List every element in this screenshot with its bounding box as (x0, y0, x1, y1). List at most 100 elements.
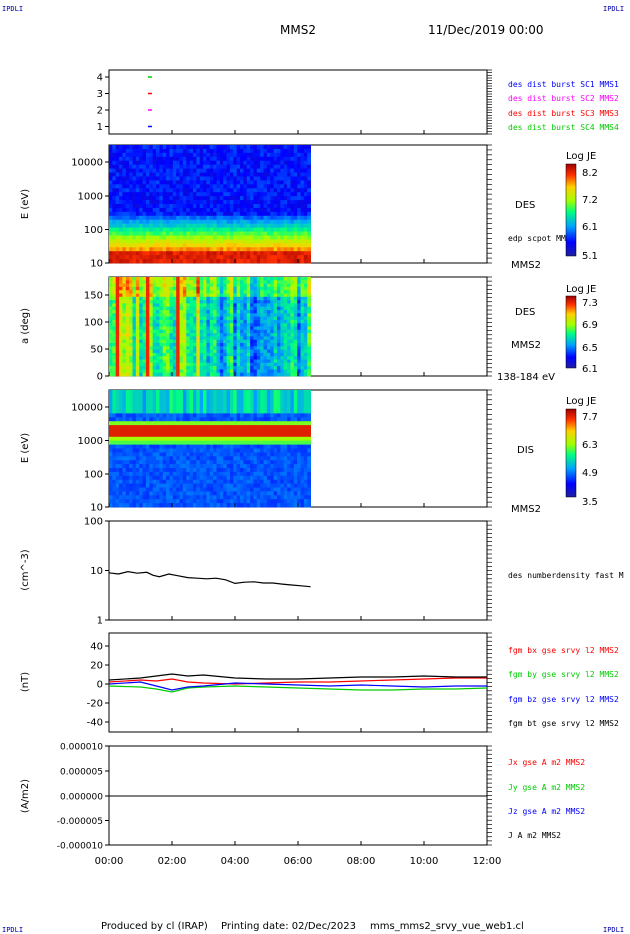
spectrogram-cell (186, 421, 191, 426)
spectrogram-cell (176, 192, 180, 197)
spectrogram-cell (280, 306, 285, 311)
spectrogram-cell (233, 495, 238, 500)
spectrogram-cell (233, 184, 238, 189)
spectrogram-cell (273, 300, 278, 304)
spectrogram-cell (182, 362, 187, 367)
spectrogram-cell (266, 326, 271, 331)
spectrogram-cell (166, 503, 170, 508)
spectrogram-cell (253, 440, 258, 445)
spectrogram-cell (169, 300, 174, 304)
spectrogram-cell (270, 336, 275, 341)
spectrogram-cell (297, 148, 301, 154)
spectrogram-cell (156, 444, 160, 449)
spectrogram-cell (266, 346, 271, 350)
spectrogram-cell (122, 231, 127, 236)
spectrogram-cell (109, 369, 113, 374)
spectrogram-cell (135, 346, 140, 350)
spectrogram-cell (186, 475, 191, 481)
spectrogram-cell (125, 468, 130, 473)
spectrogram-cell (172, 362, 177, 367)
spectrogram-cell (129, 349, 133, 354)
spectrogram-cell (236, 255, 241, 260)
spectrogram-cell (109, 188, 113, 193)
spectrogram-cell (129, 259, 133, 264)
spectrogram-cell (109, 436, 113, 442)
spectrogram-cell (226, 425, 231, 430)
spectrogram-cell (209, 239, 214, 244)
spectrogram-cell (156, 471, 160, 477)
spectrogram-cell (219, 286, 224, 291)
spectrogram-cell (176, 231, 180, 236)
spectrogram-cell (283, 145, 288, 150)
spectrogram-cell (223, 323, 227, 327)
spectrogram-cell (162, 372, 167, 377)
spectrogram-cell (260, 251, 264, 256)
spectrogram-cell (283, 280, 288, 284)
spectrogram-cell (216, 313, 221, 317)
spectrogram-cell (196, 499, 201, 504)
spectrogram-cell (129, 251, 133, 256)
spectrogram-cell (206, 362, 211, 367)
spectrogram-cell (209, 219, 214, 225)
spectrogram-cell (156, 333, 160, 337)
spectrogram-cell (260, 448, 264, 453)
spectrogram-cell (229, 499, 234, 504)
spectrogram-cell (139, 277, 143, 281)
spectrogram-cell (209, 499, 214, 504)
spectrogram-cell (223, 303, 227, 308)
spectrogram-cell (240, 333, 244, 337)
spectrogram-cell (132, 397, 137, 403)
spectrogram-cell (206, 356, 211, 360)
spectrogram-cell (132, 215, 137, 221)
spectrogram-cell (303, 200, 308, 205)
spectrogram-cell (166, 323, 170, 327)
spectrogram-cell (250, 148, 254, 154)
spectrogram-cell (253, 471, 258, 477)
spectrogram-cell (156, 152, 160, 158)
spectrogram-cell (206, 468, 211, 473)
spectrogram-cell (213, 306, 217, 311)
spectrogram-cell (307, 346, 311, 350)
spectrogram-cell (112, 448, 117, 453)
spectrogram-cell (233, 397, 238, 403)
spectrogram-cell (152, 487, 157, 492)
spectrogram-cell (226, 204, 231, 209)
spectrogram-cell (189, 333, 194, 337)
spectrogram-cell (149, 168, 154, 173)
spectrogram-cell (293, 326, 298, 331)
spectrogram-cell (246, 300, 251, 304)
spectrogram-cell (266, 333, 271, 337)
spectrogram-cell (119, 235, 123, 240)
spectrogram-cell (216, 432, 221, 438)
spectrogram-cell (263, 296, 268, 301)
spectrogram-cell (243, 255, 248, 260)
spectrogram-cell (169, 215, 174, 221)
spectrogram-cell (182, 483, 187, 488)
spectrogram-cell (213, 448, 217, 453)
spectrogram-cell (139, 215, 143, 221)
spectrogram-cell (115, 152, 120, 158)
spectrogram-cell (149, 444, 154, 449)
spectrogram-cell (223, 251, 227, 256)
spectrogram-cell (182, 300, 187, 304)
spectrogram-cell (256, 259, 261, 264)
spectrogram-cell (280, 176, 285, 181)
spectrogram-cell (206, 251, 211, 256)
spectrogram-cell (209, 235, 214, 240)
spectrogram-cell (142, 491, 147, 496)
spectrogram-cell (216, 333, 221, 337)
spectrogram-cell (287, 303, 291, 308)
spectrogram-cell (193, 349, 197, 354)
spectrogram-cell (119, 333, 123, 337)
spectrogram-cell (216, 239, 221, 244)
spectrogram-cell (149, 336, 154, 341)
spectrogram-cell (162, 303, 167, 308)
spectrogram-cell (145, 452, 150, 457)
spectrogram-cell (223, 145, 227, 150)
spectrogram-cell (277, 343, 281, 347)
spectrogram-cell (182, 156, 187, 162)
spectrogram-cell (293, 333, 298, 337)
spectrogram-cell (145, 425, 150, 430)
spectrogram-cell (240, 349, 244, 354)
spectrogram-cell (149, 452, 154, 457)
